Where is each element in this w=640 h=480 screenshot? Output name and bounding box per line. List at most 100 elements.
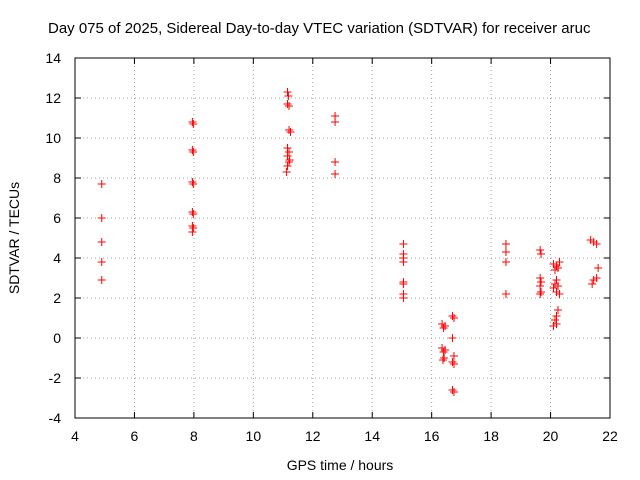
data-point <box>501 248 510 256</box>
data-point <box>448 334 457 342</box>
data-point <box>189 180 198 188</box>
data-point <box>188 208 197 216</box>
data-point <box>589 276 598 284</box>
data-point <box>592 240 601 248</box>
data-point <box>285 148 293 156</box>
y-tick-label: 14 <box>45 50 61 66</box>
x-tick-label: 22 <box>602 428 618 444</box>
data-point <box>553 306 562 314</box>
data-point <box>283 162 292 170</box>
x-tick-label: 4 <box>71 428 79 444</box>
data-point <box>399 240 408 248</box>
data-point <box>449 388 458 396</box>
data-point <box>285 102 293 110</box>
x-tick-label: 6 <box>131 428 139 444</box>
data-point <box>283 144 292 152</box>
data-point <box>331 158 340 166</box>
x-tick-label: 12 <box>305 428 321 444</box>
data-point <box>189 148 198 156</box>
data-point <box>501 258 510 266</box>
data-point <box>501 290 510 298</box>
data-point <box>553 282 562 290</box>
data-points <box>97 88 603 396</box>
data-point <box>285 126 293 134</box>
data-point <box>449 360 458 368</box>
data-point <box>399 294 408 302</box>
data-point <box>439 348 448 356</box>
data-point <box>537 288 546 296</box>
x-tick-label: 20 <box>543 428 559 444</box>
x-tick-label: 16 <box>424 428 440 444</box>
data-point <box>399 280 408 288</box>
plot-frame <box>74 57 611 419</box>
data-point <box>555 258 564 266</box>
data-point <box>282 168 291 176</box>
data-point <box>537 278 546 286</box>
x-tick-label: 14 <box>364 428 380 444</box>
data-point <box>588 280 597 288</box>
y-axis-label: SDTVAR / TECUs <box>6 182 22 294</box>
data-point <box>553 264 562 272</box>
data-point <box>285 158 293 166</box>
data-point <box>441 346 450 354</box>
data-point <box>97 258 106 266</box>
data-point <box>536 290 545 298</box>
data-point <box>97 238 106 246</box>
x-tick-label: 8 <box>190 428 198 444</box>
tick-labels: 4 6 8 10 12 14 16 18 20 22 -4 -2 0 2 4 6 8 10 12 14 <box>45 50 618 444</box>
x-axis-label: GPS time / hours <box>287 457 394 473</box>
data-point <box>188 118 197 126</box>
data-point <box>552 312 561 320</box>
data-point <box>284 92 293 100</box>
data-point <box>537 250 546 258</box>
data-point <box>97 180 106 188</box>
data-point <box>448 312 457 320</box>
data-point <box>438 356 447 364</box>
y-tick-label: 2 <box>53 290 61 306</box>
data-point <box>283 100 292 108</box>
data-point <box>594 264 603 272</box>
data-point <box>283 88 292 96</box>
data-point <box>551 316 560 324</box>
y-tick-label: 12 <box>45 90 61 106</box>
data-point <box>97 276 106 284</box>
data-point <box>536 282 545 290</box>
data-point <box>555 290 564 298</box>
data-point <box>188 228 197 236</box>
data-point <box>286 128 295 136</box>
data-point <box>189 120 198 128</box>
data-point <box>189 224 198 232</box>
data-point <box>536 246 545 254</box>
data-point <box>399 258 408 266</box>
y-tick-label: -4 <box>49 410 62 426</box>
grid-lines <box>75 58 610 418</box>
data-point <box>552 276 561 284</box>
data-point <box>439 324 448 332</box>
y-tick-label: 6 <box>53 210 61 226</box>
data-point <box>331 170 340 178</box>
chart-title: Day 075 of 2025, Sidereal Day-to-day VTE… <box>48 20 591 37</box>
y-tick-label: -2 <box>49 370 62 386</box>
data-point <box>449 314 458 322</box>
y-tick-label: 4 <box>53 250 61 266</box>
data-point <box>189 210 198 218</box>
data-point <box>448 358 457 366</box>
data-point <box>536 274 545 282</box>
data-point <box>97 214 106 222</box>
x-tick-label: 18 <box>483 428 499 444</box>
y-tick-label: 10 <box>45 130 61 146</box>
data-point <box>188 178 197 186</box>
y-tick-label: 8 <box>53 170 61 186</box>
data-point <box>440 354 449 362</box>
data-point <box>552 320 561 328</box>
data-point <box>283 152 292 160</box>
data-point <box>188 146 197 154</box>
data-point <box>331 118 340 126</box>
axis-ticks <box>74 57 611 419</box>
x-tick-label: 10 <box>246 428 262 444</box>
data-point <box>448 386 457 394</box>
data-point <box>285 156 294 164</box>
data-point <box>501 240 510 248</box>
y-tick-label: 0 <box>53 330 61 346</box>
